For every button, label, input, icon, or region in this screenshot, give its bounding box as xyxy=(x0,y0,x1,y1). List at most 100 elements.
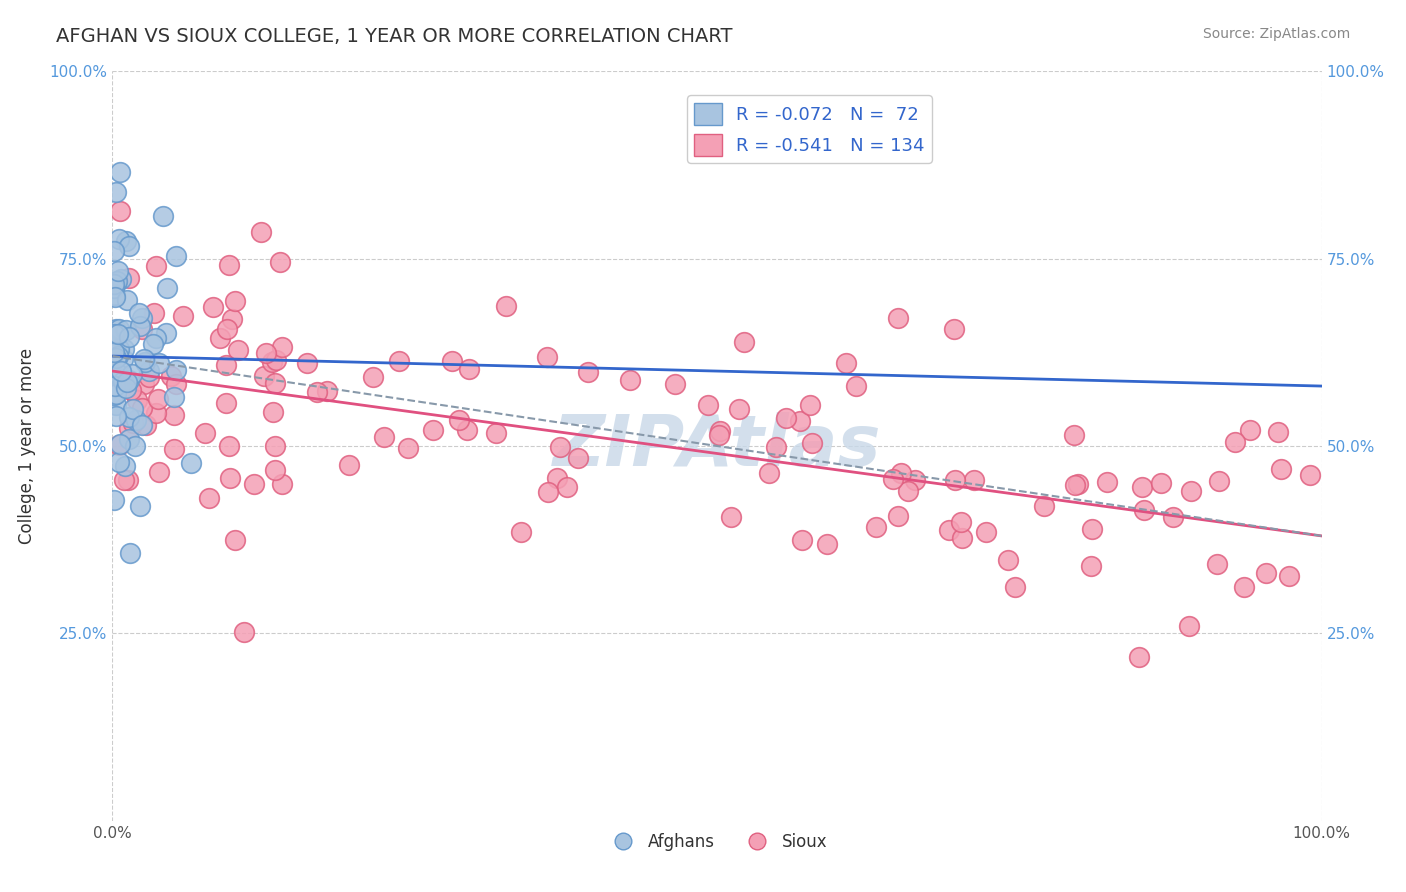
Afghans xyxy=(115,293,138,307)
Sioux xyxy=(337,458,360,473)
Afghans xyxy=(162,390,184,404)
Sioux xyxy=(707,428,730,442)
Afghans xyxy=(122,402,145,417)
Sioux xyxy=(456,424,478,438)
Afghans xyxy=(118,373,141,387)
Afghans xyxy=(103,326,125,341)
Sioux xyxy=(1133,503,1156,517)
Sioux xyxy=(887,311,910,326)
Afghans xyxy=(103,244,125,258)
Afghans xyxy=(108,455,131,469)
Sioux xyxy=(104,351,127,365)
Afghans xyxy=(108,322,131,336)
Sioux xyxy=(1095,475,1118,490)
Sioux xyxy=(1150,476,1173,491)
Afghans xyxy=(111,351,134,366)
Text: Source: ZipAtlas.com: Source: ZipAtlas.com xyxy=(1202,27,1350,41)
Afghans xyxy=(148,356,170,370)
Afghans xyxy=(108,164,131,178)
Sioux xyxy=(131,401,153,415)
Afghans xyxy=(105,274,128,288)
Sioux xyxy=(890,467,912,481)
Sioux xyxy=(132,376,155,391)
Afghans xyxy=(145,330,167,344)
Sioux xyxy=(224,533,246,547)
Sioux xyxy=(197,491,219,505)
Afghans xyxy=(114,458,136,473)
Sioux xyxy=(107,438,129,452)
Sioux xyxy=(131,322,153,336)
Sioux xyxy=(1233,580,1256,594)
Y-axis label: College, 1 year or more: College, 1 year or more xyxy=(18,348,35,544)
Sioux xyxy=(215,359,238,373)
Sioux xyxy=(789,414,811,428)
Afghans xyxy=(104,290,127,304)
Sioux xyxy=(120,383,142,397)
Sioux xyxy=(904,473,927,487)
Sioux xyxy=(1180,484,1202,499)
Afghans xyxy=(128,306,150,320)
Sioux xyxy=(146,392,169,406)
Afghans xyxy=(142,337,165,351)
Afghans xyxy=(165,363,187,377)
Afghans xyxy=(131,417,153,432)
Sioux xyxy=(576,365,599,379)
Sioux xyxy=(1081,522,1104,536)
Sioux xyxy=(974,525,997,540)
Sioux xyxy=(215,395,238,409)
Sioux xyxy=(495,299,517,313)
Sioux xyxy=(315,384,337,399)
Afghans xyxy=(103,277,125,291)
Sioux xyxy=(243,476,266,491)
Afghans xyxy=(103,388,125,402)
Sioux xyxy=(269,254,291,268)
Afghans xyxy=(104,287,127,301)
Afghans xyxy=(118,239,141,253)
Afghans xyxy=(110,437,132,451)
Sioux xyxy=(800,436,823,450)
Sioux xyxy=(1254,566,1277,580)
Afghans xyxy=(110,364,132,378)
Sioux xyxy=(148,465,170,479)
Afghans xyxy=(180,456,202,470)
Sioux xyxy=(122,416,145,430)
Sioux xyxy=(1004,580,1026,594)
Afghans xyxy=(103,288,125,302)
Afghans xyxy=(110,372,132,386)
Sioux xyxy=(262,405,284,419)
Sioux xyxy=(295,356,318,370)
Sioux xyxy=(219,471,242,485)
Sioux xyxy=(264,376,287,391)
Sioux xyxy=(457,361,479,376)
Sioux xyxy=(619,373,641,387)
Sioux xyxy=(1223,434,1246,449)
Sioux xyxy=(135,417,157,432)
Afghans xyxy=(134,355,156,369)
Sioux xyxy=(485,425,508,440)
Sioux xyxy=(1177,619,1199,633)
Sioux xyxy=(815,536,838,550)
Sioux xyxy=(697,398,720,412)
Sioux xyxy=(775,411,797,425)
Sioux xyxy=(373,430,395,444)
Afghans xyxy=(152,209,174,223)
Sioux xyxy=(118,421,141,435)
Sioux xyxy=(127,392,149,407)
Sioux xyxy=(790,533,813,548)
Sioux xyxy=(887,509,910,524)
Sioux xyxy=(226,343,249,358)
Sioux xyxy=(997,553,1019,567)
Afghans xyxy=(107,326,129,341)
Sioux xyxy=(548,440,571,454)
Afghans xyxy=(112,343,135,357)
Sioux xyxy=(142,306,165,320)
Sioux xyxy=(720,510,742,524)
Sioux xyxy=(138,370,160,384)
Sioux xyxy=(537,485,560,500)
Sioux xyxy=(145,406,167,420)
Sioux xyxy=(1032,499,1054,513)
Afghans xyxy=(138,364,160,378)
Sioux xyxy=(882,472,904,486)
Afghans xyxy=(155,326,177,340)
Afghans xyxy=(104,386,127,401)
